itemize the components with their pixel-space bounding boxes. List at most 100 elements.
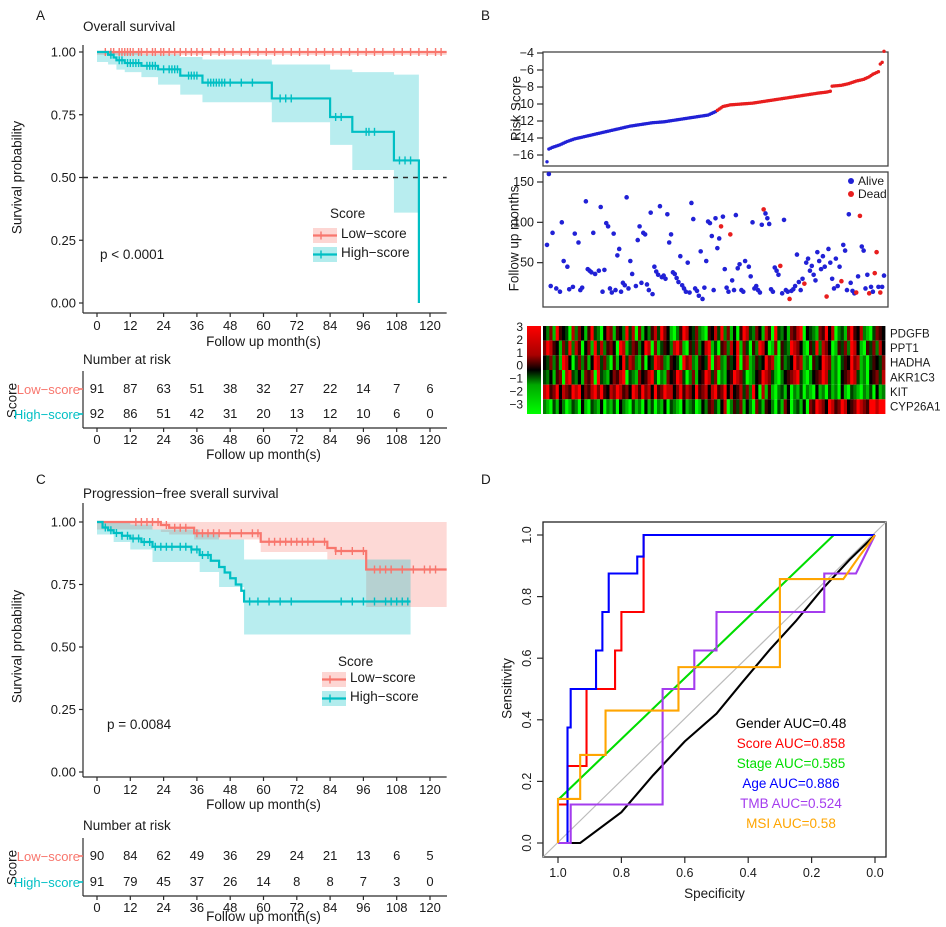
heatmap-cell	[761, 326, 766, 341]
heatmap-cell	[783, 399, 788, 414]
heatmap-cell	[688, 340, 693, 356]
heatmap-cell	[843, 340, 848, 356]
alive-dot	[609, 290, 615, 295]
risk-table-axis: 0 12 24 36 48 60 72 84 96 108 120	[79, 371, 447, 447]
heatmap-cell	[546, 384, 550, 400]
heatmap-cell	[872, 399, 876, 414]
heatmap-cell	[634, 370, 639, 385]
heatmap-cell	[622, 399, 626, 414]
heatmap-cell	[568, 370, 572, 385]
heatmap-cell	[619, 326, 623, 341]
dead-dot	[787, 296, 792, 302]
heatmap-cell	[793, 326, 797, 341]
heatmap-cell	[809, 370, 813, 385]
heatmap-cell	[695, 384, 699, 400]
heatmap-cell	[805, 340, 810, 356]
heatmap-cell	[701, 340, 705, 356]
heatmap-cell	[653, 399, 658, 414]
heatmap-cell	[745, 340, 750, 356]
alive-dot	[668, 232, 674, 237]
risk-count: 32	[256, 381, 271, 396]
survival-curve	[97, 520, 411, 603]
alive-dot	[557, 289, 563, 295]
heatmap-cell	[596, 340, 601, 356]
alive-dot	[748, 274, 753, 279]
y-tick-label: 1.00	[51, 45, 76, 60]
roc-curve-tmb	[558, 534, 876, 845]
heatmap-cell	[866, 399, 870, 414]
heatmap-cell	[837, 355, 842, 370]
heatmap-cell	[834, 370, 838, 385]
heatmap-cell	[574, 340, 579, 356]
heatmap-cell	[828, 355, 832, 370]
heatmap-cell	[682, 340, 686, 356]
heatmap-cell	[733, 355, 737, 370]
roc-curve-gender	[558, 534, 876, 845]
heatmap-cell	[777, 399, 781, 414]
heatmap-cell	[736, 340, 740, 356]
panel-c-legend-title: Score	[338, 654, 374, 669]
risk-count: 14	[256, 874, 271, 889]
alive-dot	[842, 248, 848, 253]
heatmap-cell	[840, 384, 845, 400]
heatmap-cell	[600, 399, 604, 414]
alive-dot	[844, 287, 850, 293]
alive-dot	[829, 276, 835, 282]
heatmap-cell	[612, 326, 617, 341]
heatmap-cell	[790, 326, 794, 341]
heatmap-cell	[828, 326, 832, 341]
risk-count: 5	[426, 848, 434, 863]
heatmap-cell	[862, 326, 867, 341]
roc-legend-score: Score AUC=0.858	[737, 736, 845, 751]
heatmap-cell	[799, 370, 804, 385]
heatmap-cell	[552, 384, 557, 400]
heatmap-cell	[809, 399, 813, 414]
heatmap-cell	[698, 399, 702, 414]
heatmap-cell	[850, 355, 854, 370]
heatmap-cell	[837, 399, 842, 414]
km-plot-km_overall_survival: 0.00 0.25 0.50 0.75 1.00 0 12 24 36 48 60 72 84 96 108…	[51, 45, 447, 333]
heatmap-cell	[837, 326, 842, 341]
heatmap-cell	[802, 340, 807, 356]
alive-dot	[759, 222, 765, 228]
heatmap-cell	[574, 355, 579, 370]
heatmap-cell	[878, 326, 883, 341]
alive-dot	[724, 285, 729, 290]
heatmap-cell	[796, 384, 800, 400]
heatmap-cell	[593, 340, 598, 356]
risk-count: 91	[89, 874, 105, 889]
panel-label-b: B	[481, 8, 491, 23]
heatmap-cell	[802, 326, 807, 341]
heatmap-cell	[780, 340, 785, 356]
heatmap-cell	[628, 340, 633, 356]
heatmap-cell	[672, 370, 677, 385]
heatmap-cell	[828, 370, 832, 385]
dead-dot	[866, 291, 872, 296]
heatmap-cell	[558, 384, 563, 400]
heatmap-cell	[577, 355, 582, 370]
alive-dot	[565, 264, 570, 269]
heatmap-cell	[755, 370, 759, 385]
legend-dot	[848, 191, 854, 197]
heatmap-cell	[688, 370, 693, 385]
panel-a-risk-table-title: Number at risk	[83, 352, 171, 367]
x-tick-label: 48	[223, 318, 237, 333]
alive-dot	[800, 276, 805, 282]
alive-dot	[876, 284, 881, 290]
heatmap-cell	[809, 384, 813, 400]
heatmap-cell	[666, 340, 671, 356]
heatmap-cell	[783, 384, 788, 400]
heatmap-cell	[742, 355, 747, 370]
heatmap-cell	[710, 384, 715, 400]
risk-count: 13	[289, 406, 305, 421]
heatmap-cell	[634, 384, 639, 400]
heatmap-cell	[584, 370, 588, 385]
heatmap-cell	[631, 340, 636, 356]
heatmap-cell	[660, 370, 664, 385]
heatmap-cell	[685, 384, 690, 400]
heatmap-cell	[729, 355, 734, 370]
heatmap-cell	[571, 326, 576, 341]
heatmap-cell	[546, 355, 550, 370]
alive-dot	[592, 271, 598, 277]
risk-table-tick-label: 72	[290, 432, 304, 447]
